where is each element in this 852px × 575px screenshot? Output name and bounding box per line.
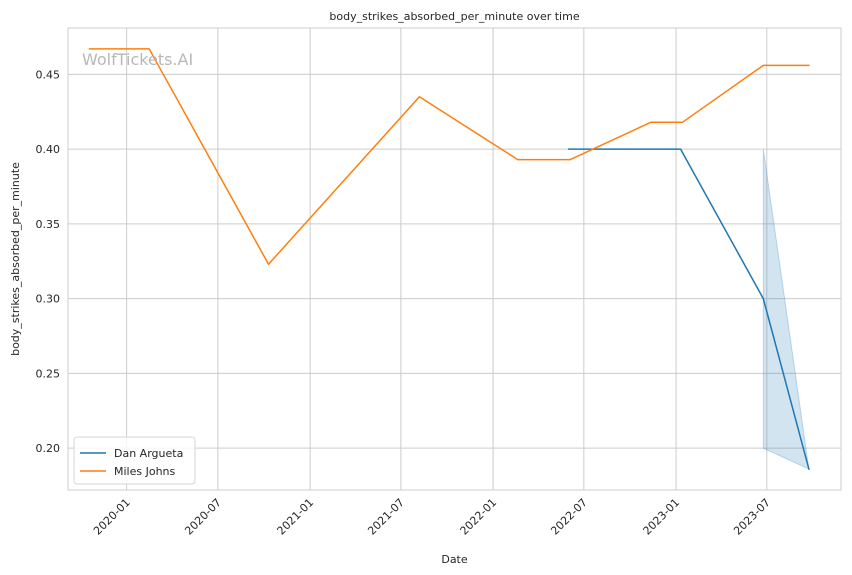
y-axis-label: body_strikes_absorbed_per_minute bbox=[9, 162, 22, 356]
watermark-text: WolfTickets.AI bbox=[82, 50, 193, 69]
legend-box bbox=[73, 436, 196, 485]
y-tick-label: 0.25 bbox=[36, 367, 61, 380]
y-tick-label: 0.35 bbox=[36, 218, 61, 231]
legend-label-miles-johns: Miles Johns bbox=[114, 465, 176, 478]
y-tick-label: 0.30 bbox=[36, 293, 61, 306]
series-line-1 bbox=[88, 48, 810, 265]
series-lines bbox=[88, 48, 810, 470]
gridlines bbox=[68, 28, 841, 490]
legend-label-dan-argueta: Dan Argueta bbox=[114, 447, 183, 460]
y-tick-label: 0.45 bbox=[36, 68, 61, 81]
plot-frame bbox=[67, 27, 842, 491]
y-axis-ticks: 0.20 0.25 0.30 0.35 0.40 0.45 bbox=[36, 68, 61, 455]
y-tick-label: 0.40 bbox=[36, 143, 61, 156]
y-tick-label: 0.20 bbox=[36, 442, 61, 455]
legend: Dan Argueta Miles Johns bbox=[73, 436, 196, 485]
x-axis-label: Date bbox=[441, 553, 468, 566]
series-line-0 bbox=[568, 148, 810, 470]
chart-title: body_strikes_absorbed_per_minute over ti… bbox=[329, 10, 579, 23]
